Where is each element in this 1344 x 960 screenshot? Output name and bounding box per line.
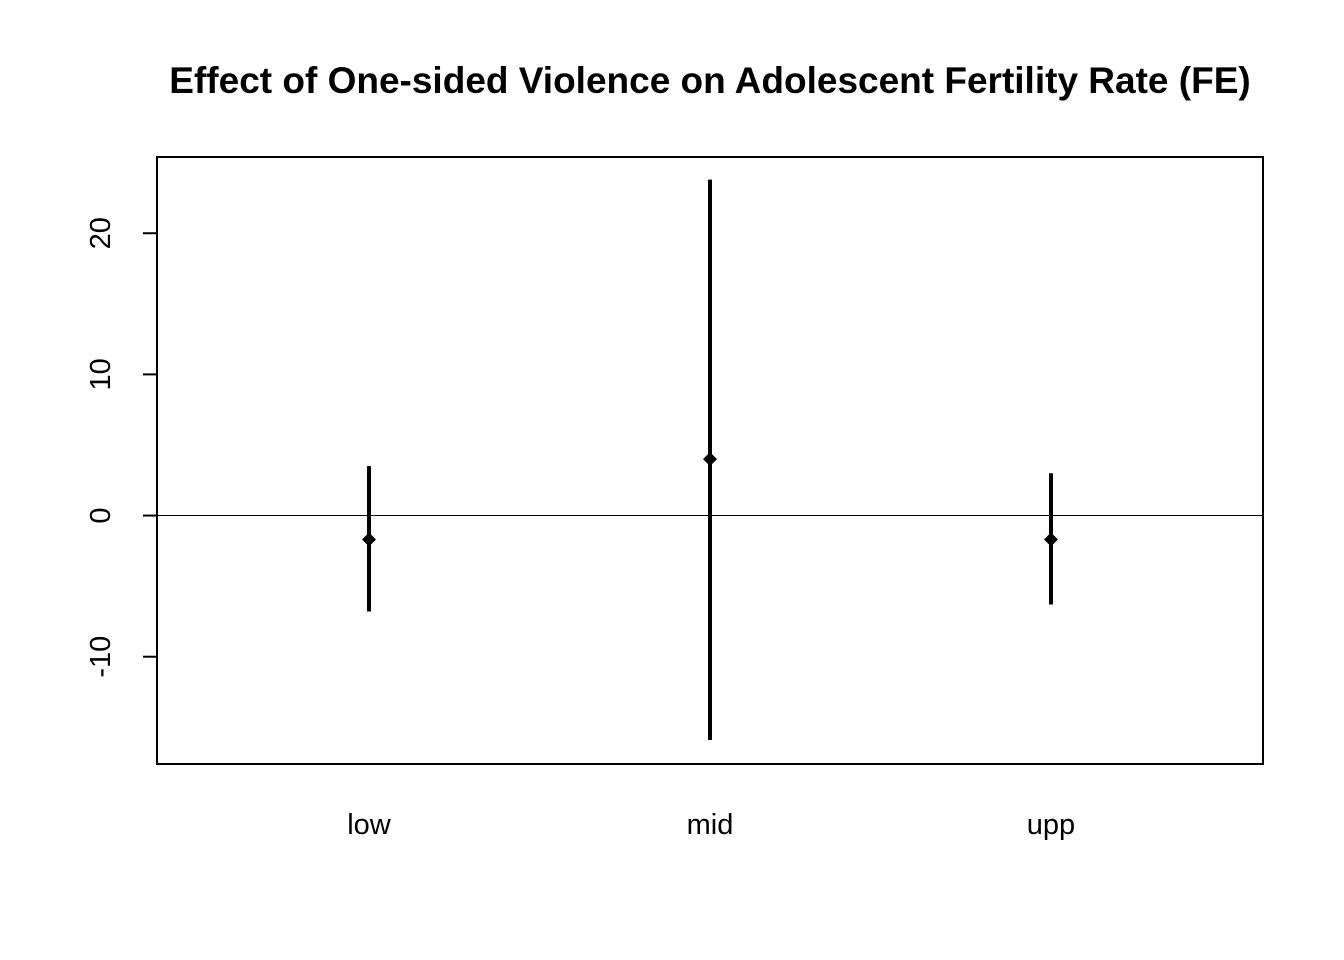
y-tick-label: 0 bbox=[85, 507, 117, 523]
plot-frame bbox=[156, 156, 1264, 765]
y-tick-label: 10 bbox=[85, 358, 117, 390]
point-estimate-mid bbox=[703, 452, 717, 467]
chart-title: Effect of One-sided Violence on Adolesce… bbox=[169, 60, 1250, 101]
y-tick-label: -10 bbox=[85, 636, 117, 678]
x-tick-label-mid: mid bbox=[687, 809, 734, 841]
point-estimate-upp bbox=[1044, 532, 1058, 547]
x-tick-label-upp: upp bbox=[1027, 809, 1075, 841]
y-axis: -10 0 10 20 bbox=[85, 217, 157, 678]
estimate-series bbox=[362, 179, 1058, 741]
point-estimate-low bbox=[362, 532, 376, 547]
x-axis: low mid upp bbox=[347, 809, 1075, 841]
x-tick-label-low: low bbox=[347, 809, 392, 841]
y-tick-label: 20 bbox=[85, 217, 117, 249]
